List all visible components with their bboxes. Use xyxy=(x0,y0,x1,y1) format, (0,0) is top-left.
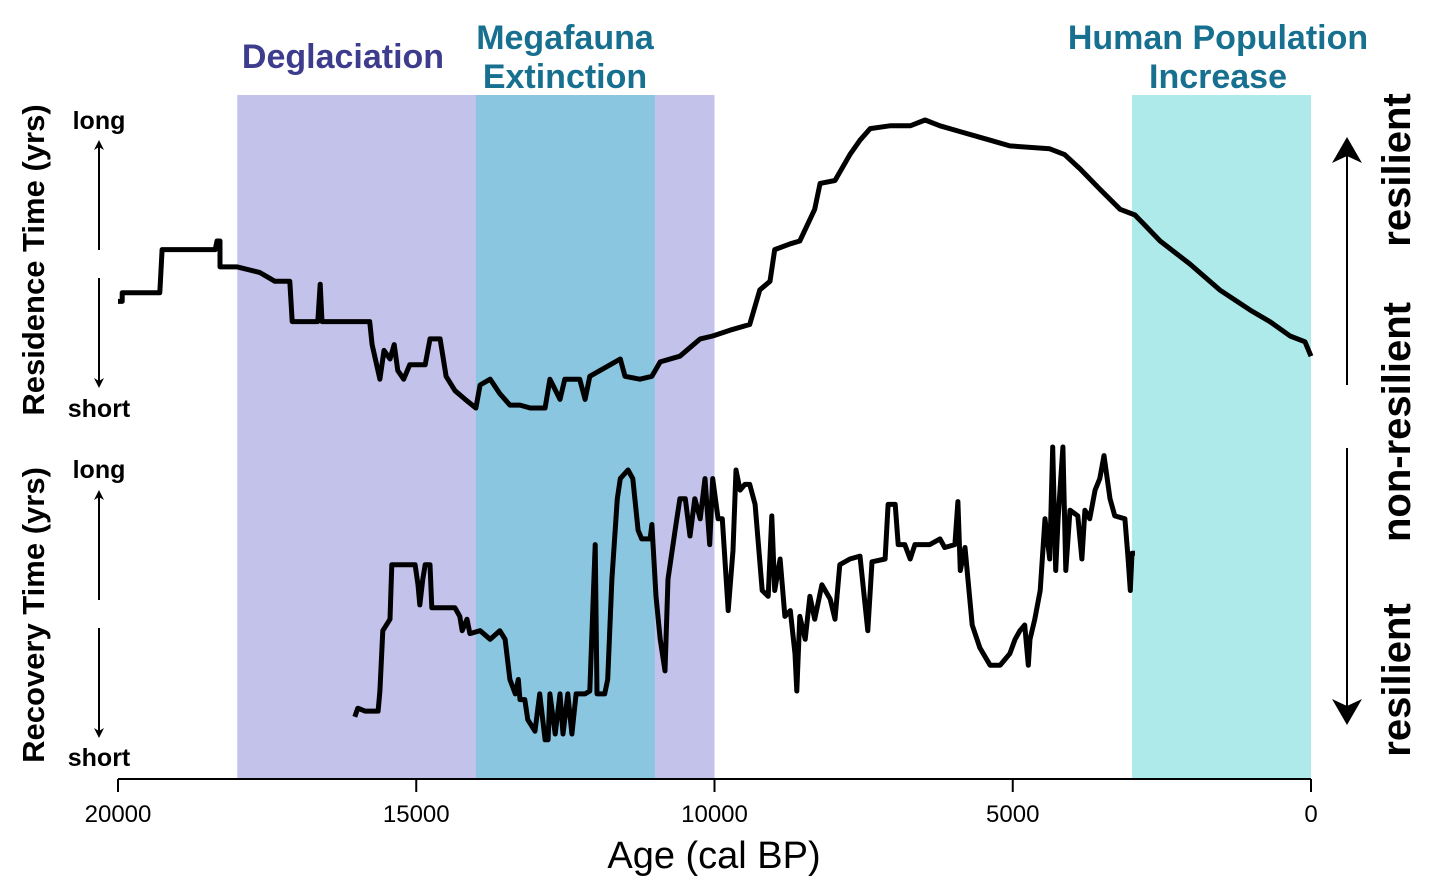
top-short-label: short xyxy=(68,395,131,423)
megafauna-label-line2: Extinction xyxy=(483,58,647,96)
x-tick-label: 5000 xyxy=(986,801,1039,828)
megafauna-label-line1: Megafauna xyxy=(476,19,655,57)
top-long-label: long xyxy=(73,107,126,135)
recovery-time-series xyxy=(352,444,1135,743)
x-tick-label: 10000 xyxy=(681,801,748,828)
x-tick-label: 20000 xyxy=(85,801,152,828)
x-tick-label: 0 xyxy=(1304,801,1317,828)
x-axis-title: Age (cal BP) xyxy=(607,835,820,877)
residence-time-axis-title: Residence Time (yrs) xyxy=(16,104,51,415)
right-non-resilient-label: non-resilient xyxy=(1375,302,1419,542)
deglaciation-label: Deglaciation xyxy=(242,38,444,76)
recovery-time-axis-title: Recovery Time (yrs) xyxy=(16,467,51,763)
x-tick-label: 15000 xyxy=(383,801,450,828)
bottom-short-label: short xyxy=(68,744,131,772)
residence-time-series xyxy=(118,117,1314,411)
interval-bands xyxy=(237,95,1311,779)
x-ticks: 20000 15000 10000 5000 0 xyxy=(85,779,1318,828)
bottom-long-label: long xyxy=(73,456,126,484)
interval-band-2 xyxy=(1132,95,1311,779)
interval-band-1 xyxy=(475,95,655,779)
right-resilient-top-label: resilient xyxy=(1375,93,1419,246)
human-population-label-line1: Human Population xyxy=(1068,19,1368,57)
human-population-label-line2: Increase xyxy=(1149,58,1287,96)
right-resilient-bottom-label: resilient xyxy=(1375,603,1419,756)
